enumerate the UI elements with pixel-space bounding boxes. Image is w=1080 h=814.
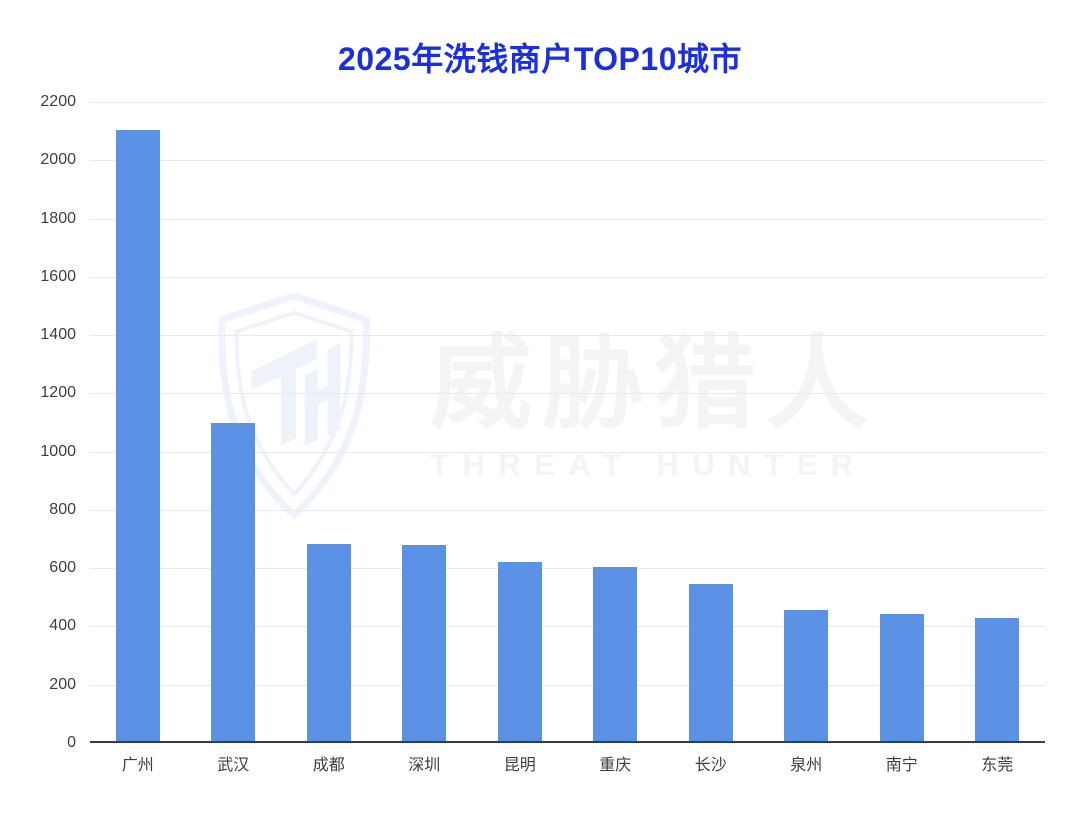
gridline: [90, 102, 1045, 103]
bar-8: [784, 610, 829, 741]
y-axis-tick-label: 1400: [40, 326, 76, 344]
bar-4: [402, 544, 447, 741]
x-axis-category-label: 长沙: [694, 757, 727, 774]
y-axis-tick-label: 1600: [40, 267, 76, 285]
y-axis-tick-label: 2000: [40, 151, 76, 169]
y-axis-tick-label: 1800: [40, 209, 76, 227]
gridline: [90, 509, 1045, 511]
gridline: [90, 218, 1045, 220]
bar-5: [497, 561, 542, 741]
x-axis-category-label: 重庆: [599, 757, 632, 774]
gridline: [90, 335, 1045, 337]
x-axis-category-label: 东莞: [981, 757, 1014, 774]
gridline: [90, 393, 1045, 395]
bar-2: [211, 422, 256, 741]
y-axis-tick-label: 400: [49, 617, 76, 635]
gridline: [90, 276, 1045, 278]
x-axis-category-label: 南宁: [885, 757, 918, 774]
x-axis-line: [90, 741, 1045, 743]
y-axis-tick-label: 0: [67, 734, 76, 751]
plot-area: 0 200 400 600 800 1000 1200 1400 1600 1800 2000 220…: [40, 94, 1045, 774]
gridline: [90, 451, 1045, 453]
x-axis-category-label: 昆明: [503, 757, 536, 774]
y-axis-tick-label: 600: [49, 559, 76, 577]
bar-6: [593, 566, 638, 741]
x-axis-category-label: 成都: [312, 757, 345, 774]
bar-10: [975, 618, 1020, 741]
x-axis-category-label: 广州: [121, 757, 154, 774]
bar-3: [306, 543, 351, 741]
x-axis-category-label: 深圳: [408, 757, 441, 774]
y-axis-tick-label: 800: [49, 500, 76, 518]
bar-1: [115, 129, 160, 741]
x-axis-category-label: 泉州: [790, 757, 823, 774]
gridline: [90, 160, 1045, 162]
bar-9: [879, 613, 924, 741]
gridline: [90, 568, 1045, 570]
x-axis-category-label: 武汉: [217, 757, 250, 774]
bar-7: [688, 584, 733, 741]
gridline: [90, 684, 1045, 686]
y-axis-tick-label: 1000: [40, 442, 76, 460]
y-axis-tick-label: 200: [49, 675, 76, 693]
chart-title: 2025年洗钱商户TOP10城市: [338, 41, 742, 77]
gridline: [90, 626, 1045, 628]
y-axis-tick-label: 2200: [40, 93, 76, 110]
y-axis-tick-label: 1200: [40, 384, 76, 402]
